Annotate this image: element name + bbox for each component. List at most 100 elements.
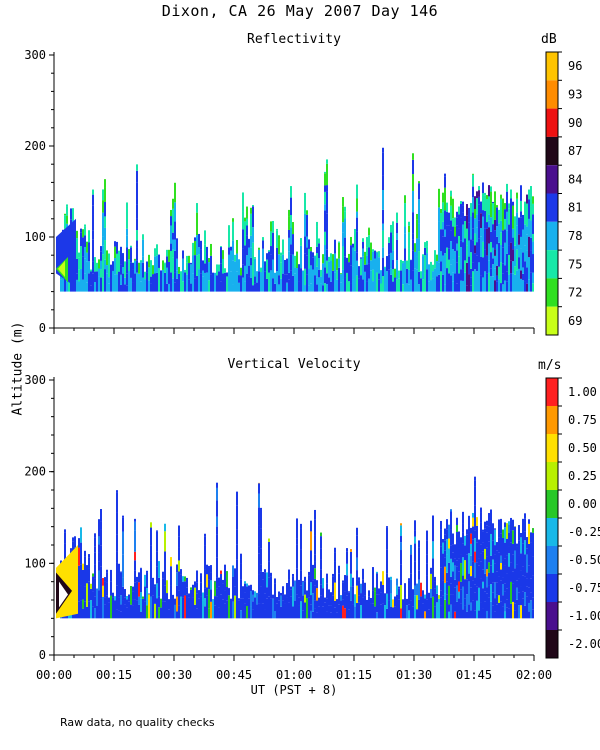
data-cell xyxy=(444,253,446,270)
data-cell xyxy=(244,245,246,266)
data-cell xyxy=(504,603,506,612)
data-cell xyxy=(248,285,250,292)
data-cell xyxy=(324,231,326,245)
data-cell xyxy=(308,239,310,249)
data-cell xyxy=(294,580,296,601)
data-cell xyxy=(388,237,390,243)
data-cell xyxy=(120,611,122,619)
data-cell xyxy=(486,569,488,577)
data-cell xyxy=(216,482,218,488)
data-cell xyxy=(108,283,110,292)
data-cell xyxy=(504,209,506,219)
data-cell xyxy=(80,228,82,233)
data-cell xyxy=(322,606,324,619)
data-cell xyxy=(464,598,466,606)
data-cell xyxy=(454,273,456,292)
data-cell xyxy=(526,226,528,235)
data-cell xyxy=(88,557,90,569)
data-cell xyxy=(352,586,354,605)
data-cell xyxy=(522,518,524,520)
data-cell xyxy=(472,517,474,527)
data-cell xyxy=(420,278,422,292)
data-cell xyxy=(522,267,524,274)
data-cell xyxy=(106,250,108,266)
data-cell xyxy=(162,260,164,270)
data-cell xyxy=(356,184,358,199)
data-cell xyxy=(452,249,454,260)
data-cell xyxy=(104,179,106,188)
data-cell xyxy=(206,256,208,273)
data-cell xyxy=(376,272,378,292)
data-cell xyxy=(528,218,530,237)
data-cell xyxy=(260,507,262,510)
data-cell xyxy=(82,279,84,292)
data-cell xyxy=(384,605,386,619)
data-cell xyxy=(400,608,402,619)
data-cell xyxy=(504,218,506,230)
data-cell xyxy=(302,270,304,292)
data-cell xyxy=(100,251,102,261)
data-cell xyxy=(198,254,200,270)
data-cell xyxy=(98,609,100,619)
data-cell xyxy=(200,273,202,292)
data-cell xyxy=(370,603,372,619)
data-cell xyxy=(522,575,524,592)
data-cell xyxy=(100,246,102,252)
data-cell xyxy=(302,581,304,596)
data-cell xyxy=(290,186,292,198)
data-cell xyxy=(174,598,176,605)
data-cell xyxy=(116,241,118,254)
data-cell xyxy=(472,271,474,292)
data-cell xyxy=(374,591,376,607)
data-cell xyxy=(450,576,452,584)
data-cell xyxy=(174,221,176,240)
data-cell xyxy=(466,611,468,619)
data-cell xyxy=(522,591,524,599)
data-cell xyxy=(72,280,74,292)
data-cell xyxy=(76,258,78,274)
data-cell xyxy=(456,601,458,619)
data-cell xyxy=(320,536,322,549)
data-cell xyxy=(518,268,520,292)
data-cell xyxy=(312,252,314,258)
data-cell xyxy=(318,597,320,607)
data-cell xyxy=(382,276,384,292)
data-cell xyxy=(526,572,528,579)
data-cell xyxy=(412,606,414,619)
data-cell xyxy=(322,285,324,292)
data-cell xyxy=(96,605,98,619)
data-cell xyxy=(396,212,398,223)
data-cell xyxy=(110,595,112,619)
data-cell xyxy=(174,239,176,251)
data-cell xyxy=(178,547,180,561)
data-cell xyxy=(190,589,192,600)
data-cell xyxy=(374,250,376,259)
data-cell xyxy=(480,213,482,228)
data-cell xyxy=(506,281,508,292)
data-cell xyxy=(508,254,510,275)
data-cell xyxy=(444,229,446,237)
data-cell xyxy=(448,611,450,619)
data-cell xyxy=(506,538,508,556)
data-cell xyxy=(164,523,166,532)
data-cell xyxy=(390,232,392,253)
data-cell xyxy=(262,248,264,270)
data-cell xyxy=(216,577,218,589)
data-cell xyxy=(318,243,320,259)
data-cell xyxy=(258,546,260,554)
data-cell xyxy=(248,598,250,619)
data-cell xyxy=(360,258,362,276)
data-cell xyxy=(210,274,212,292)
data-cell xyxy=(518,234,520,245)
data-cell xyxy=(508,553,510,567)
data-cell xyxy=(424,598,426,612)
data-cell xyxy=(100,578,102,599)
data-cell xyxy=(82,608,84,619)
data-cell xyxy=(458,581,460,592)
data-cell xyxy=(246,225,248,236)
x-axis-label: UT (PST + 8) xyxy=(250,683,338,697)
data-cell xyxy=(326,260,328,274)
data-cell xyxy=(398,270,400,279)
data-cell xyxy=(176,596,178,612)
data-cell xyxy=(156,551,158,567)
